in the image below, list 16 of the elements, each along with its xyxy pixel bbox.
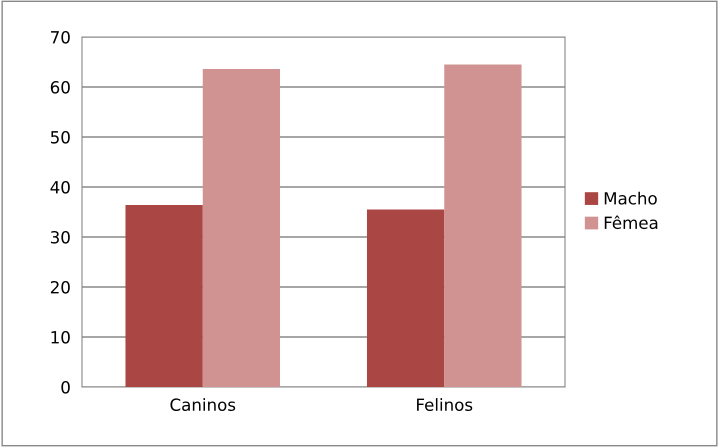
x-tick-label: Felinos xyxy=(417,398,472,412)
bar xyxy=(444,64,522,387)
bar xyxy=(125,205,203,387)
legend-label: Fêmea xyxy=(604,216,658,230)
y-tick-label: 0 xyxy=(61,380,70,394)
y-tick-label: 70 xyxy=(51,30,70,44)
legend-label: Macho xyxy=(604,192,657,205)
y-tick-label: 40 xyxy=(50,180,70,194)
y-tick-label: 20 xyxy=(50,280,70,294)
y-tick-label: 50 xyxy=(50,130,70,144)
bar xyxy=(366,210,444,387)
y-tick-label: 30 xyxy=(50,230,70,244)
y-tick-label: 60 xyxy=(50,80,70,94)
y-tick-label: 10 xyxy=(52,330,70,344)
bar xyxy=(202,69,280,387)
x-tick-label: Caninos xyxy=(170,398,236,412)
